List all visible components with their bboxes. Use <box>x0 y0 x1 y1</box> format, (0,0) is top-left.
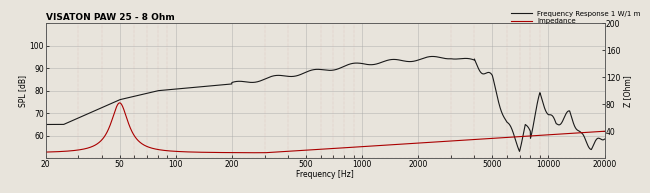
X-axis label: Frequency [Hz]: Frequency [Hz] <box>296 170 354 179</box>
Frequency Response 1 W/1 m <box>280 75 288 77</box>
Legend: Frequency Response 1 W/1 m, Impedance: Frequency Response 1 W/1 m, Impedance <box>510 9 642 26</box>
Line: Frequency Response 1 W/1 m: Frequency Response 1 W/1 m <box>46 56 605 151</box>
Impedance <box>138 143 146 145</box>
Impedance <box>105 126 113 129</box>
Impedance <box>42 151 49 153</box>
Impedance <box>256 152 264 154</box>
Frequency Response 1 W/1 m <box>590 143 598 145</box>
Frequency Response 1 W/1 m <box>530 122 538 124</box>
Y-axis label: SPL [dB]: SPL [dB] <box>18 75 27 107</box>
Frequency Response 1 W/1 m <box>256 80 264 82</box>
Impedance <box>601 130 608 132</box>
Impedance <box>261 152 268 154</box>
Impedance <box>590 131 598 133</box>
Line: Impedance: Impedance <box>46 103 605 153</box>
Impedance <box>116 102 124 104</box>
Text: VISATON PAW 25 - 8 Ohm: VISATON PAW 25 - 8 Ohm <box>46 13 174 22</box>
Frequency Response 1 W/1 m <box>42 123 49 126</box>
Frequency Response 1 W/1 m <box>515 150 523 152</box>
Impedance <box>530 135 538 137</box>
Frequency Response 1 W/1 m <box>105 103 113 105</box>
Frequency Response 1 W/1 m <box>138 93 146 96</box>
Frequency Response 1 W/1 m <box>428 55 436 58</box>
Frequency Response 1 W/1 m <box>601 138 608 140</box>
Impedance <box>281 150 289 153</box>
Y-axis label: Z [Ohm]: Z [Ohm] <box>623 75 632 107</box>
